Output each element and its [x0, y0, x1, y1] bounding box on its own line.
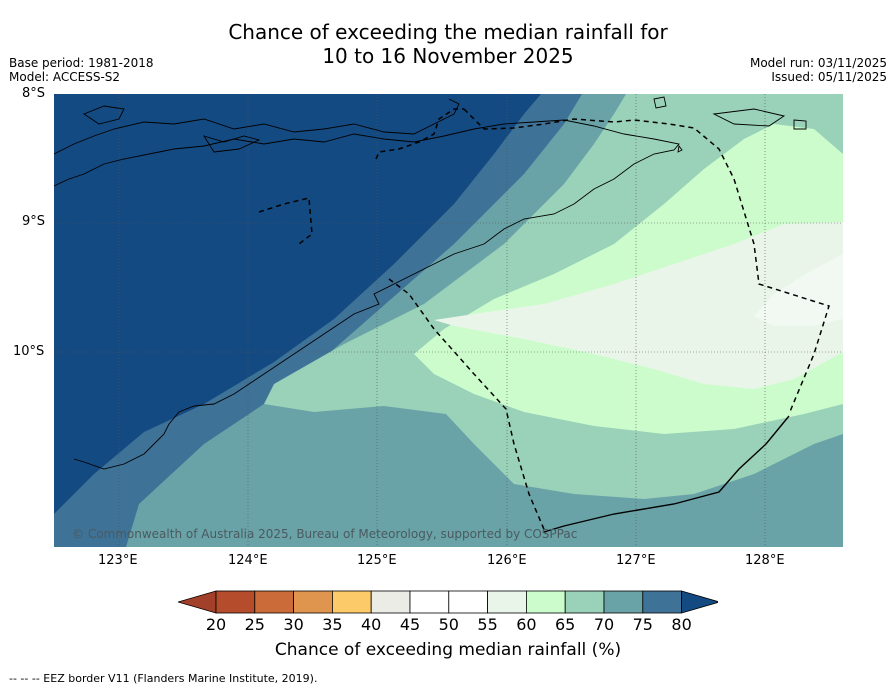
colorbar-tick-label: 30 [283, 615, 304, 634]
colorbar-label: Chance of exceeding median rainfall (%) [274, 640, 622, 660]
eez-border-solid [543, 415, 790, 533]
colorbar-tick-label: 70 [593, 615, 615, 634]
colorbar-tick-label: 55 [477, 615, 498, 634]
coastlines [54, 96, 807, 470]
colorbar-tick-label: 45 [399, 615, 421, 634]
colorbar-tick-label: 75 [632, 615, 653, 634]
colorbar-cell [293, 590, 333, 614]
colorbar-cells [178, 590, 718, 614]
band-45-50 [754, 254, 843, 326]
colorbar [178, 590, 718, 614]
map-title-line1: Chance of exceeding the median rainfall … [228, 20, 668, 44]
colorbar-tick-label: 20 [205, 615, 227, 634]
lon-label-124e: 124°E [228, 553, 268, 568]
map-title-line2: 10 to 16 November 2025 [322, 44, 574, 68]
colorbar-extend-high [681, 590, 718, 614]
colorbar-cell [254, 590, 295, 614]
colorbar-extend-low [178, 590, 217, 614]
colorbar-tick-label: 60 [516, 615, 537, 634]
colorbar-cell [642, 590, 682, 614]
lon-label-126e: 126°E [487, 553, 527, 568]
colorbar-cell [331, 590, 372, 614]
colorbar-cell [525, 590, 566, 614]
rainfall-map: © Commonwealth of Australia 2025, Bureau… [54, 94, 843, 547]
lon-label-128e: 128°E [745, 553, 785, 568]
lat-label-10s: 10°S [13, 344, 45, 359]
colorbar-cell [603, 590, 644, 614]
colorbar-cell [448, 590, 488, 614]
band-50-55 [434, 222, 843, 389]
colorbar-cell [487, 590, 527, 614]
model-run: Model run: 03/11/2025 [749, 56, 887, 70]
copyright-notice: © Commonwealth of Australia 2025, Bureau… [72, 527, 577, 541]
lat-label-9s: 9°S [22, 214, 46, 229]
colorbar-cell [370, 590, 411, 614]
colorbar-tick-label: 35 [322, 615, 343, 634]
issued-date: Issued: 05/11/2025 [771, 70, 887, 84]
lon-label-127e: 127°E [616, 553, 656, 568]
colorbar-cell [564, 590, 605, 614]
model-name: Model: ACCESS-S2 [9, 70, 121, 84]
colorbar-tick-label: 65 [555, 615, 576, 634]
graticule [54, 94, 843, 547]
footer-note: -- -- -- EEZ border V11 (Flanders Marine… [9, 672, 318, 685]
colorbar-cell [409, 590, 450, 614]
meta-left: Base period: 1981-2018 Model: ACCESS-S2 [9, 56, 154, 84]
colorbar-cell [215, 590, 256, 614]
colorbar-tick-label: 80 [671, 615, 692, 634]
colorbar-tick-label: 25 [244, 615, 265, 634]
lat-label-8s: 8°S [22, 86, 46, 101]
lon-label-125e: 125°E [357, 553, 397, 568]
meta-right: Model run: 03/11/2025 Issued: 05/11/2025 [750, 56, 887, 84]
base-period: Base period: 1981-2018 [9, 56, 154, 70]
eez-borders [258, 108, 830, 535]
lon-label-123e: 123°E [98, 553, 138, 568]
colorbar-tick-label: 40 [361, 615, 382, 634]
colorbar-tick-label: 50 [438, 615, 459, 634]
